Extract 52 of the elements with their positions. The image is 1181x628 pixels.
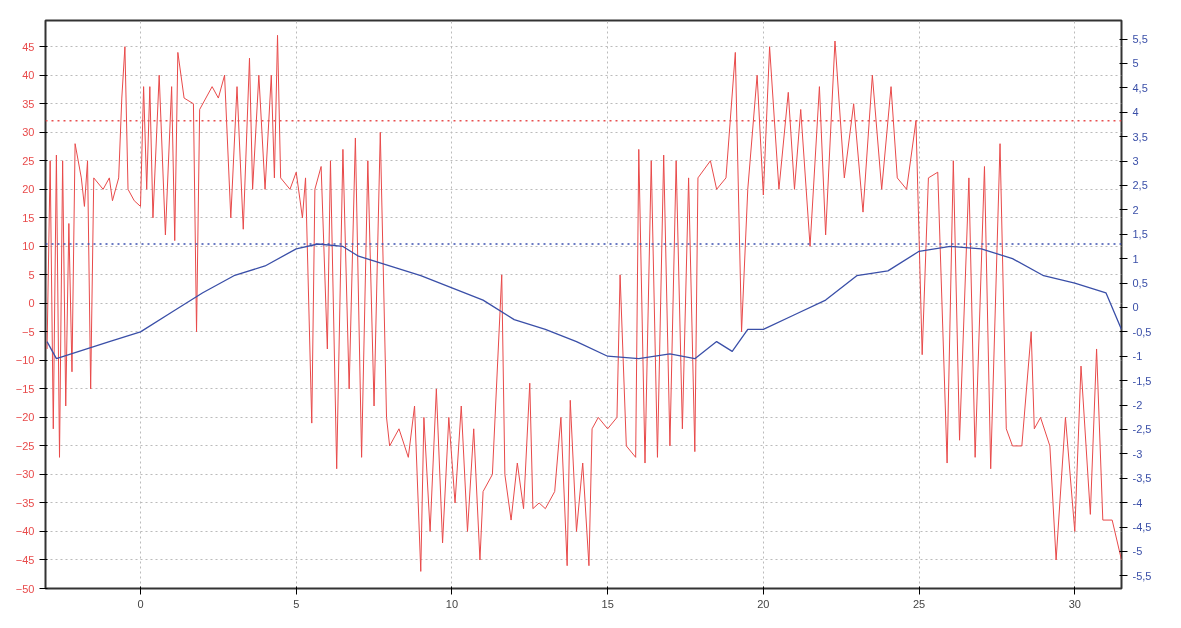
y2-tick-label: 3 [1132, 155, 1139, 168]
y2-tick-label: -2,5 [1132, 423, 1152, 436]
y-tick-label: 15 [22, 211, 35, 224]
y-tick-label: 30 [22, 126, 35, 139]
y-tick-label: 5 [28, 268, 35, 281]
y-tick-label: 45 [22, 40, 35, 53]
line-series [46, 243, 1122, 360]
y2-tick-label: 1 [1132, 252, 1139, 265]
y-tick-label: −35 [15, 496, 35, 509]
y2-tick-label: -1 [1132, 350, 1143, 363]
y2-tick-label: 0 [1132, 301, 1139, 314]
y-tick-label: −10 [15, 354, 35, 367]
y2-tick-label: -0,5 [1132, 325, 1152, 338]
y-tick-label: 40 [22, 69, 35, 82]
y2-tick-label: 4 [1132, 106, 1139, 119]
y2-tick-label: -4,5 [1132, 521, 1152, 534]
y2-tick-label: -4 [1132, 496, 1143, 509]
y-tick-label: −25 [15, 439, 35, 452]
y2-tick-label: -3,5 [1132, 472, 1152, 485]
x-tick-label: 10 [445, 597, 459, 610]
y2-tick-label: -1,5 [1132, 374, 1152, 387]
y-tick-label: −30 [15, 468, 35, 481]
y-tick-label: −20 [15, 411, 35, 424]
y-tick-label: −5 [21, 325, 35, 338]
x-tick-label: 25 [912, 597, 926, 610]
y2-tick-label: -5 [1132, 545, 1143, 558]
y-tick-label: −50 [15, 582, 35, 595]
x-tick-label: 0 [137, 597, 144, 610]
y2-tick-label: 4,5 [1132, 81, 1148, 94]
y2-tick-label: -5,5 [1132, 569, 1152, 582]
y-tick-label: −15 [15, 382, 35, 395]
x-tick-label: 20 [757, 597, 770, 610]
y2-tick-label: 1,5 [1132, 228, 1148, 241]
y-tick-label: 10 [22, 240, 35, 253]
y2-tick-label: -2 [1132, 399, 1143, 412]
y2-tick-label: -3 [1132, 447, 1143, 460]
y2-tick-label: 5,5 [1132, 33, 1148, 46]
x-tick-label: 30 [1068, 597, 1081, 610]
y-tick-label: 35 [22, 97, 35, 110]
y-tick-label: −40 [15, 525, 35, 538]
x-tick-label: 5 [293, 597, 300, 610]
line-series [46, 34, 1122, 572]
y2-tick-label: 5 [1132, 57, 1139, 70]
y2-tick-label: 3,5 [1132, 130, 1148, 143]
y-tick-label: 0 [28, 297, 35, 310]
y-tick-label: −45 [15, 553, 35, 566]
y-tick-label: 20 [22, 183, 35, 196]
y-tick-label: 25 [22, 154, 35, 167]
x-tick-label: 15 [601, 597, 614, 610]
y2-tick-label: 0,5 [1132, 277, 1148, 290]
y2-tick-label: 2 [1132, 203, 1139, 216]
y2-tick-label: 2,5 [1132, 179, 1148, 192]
